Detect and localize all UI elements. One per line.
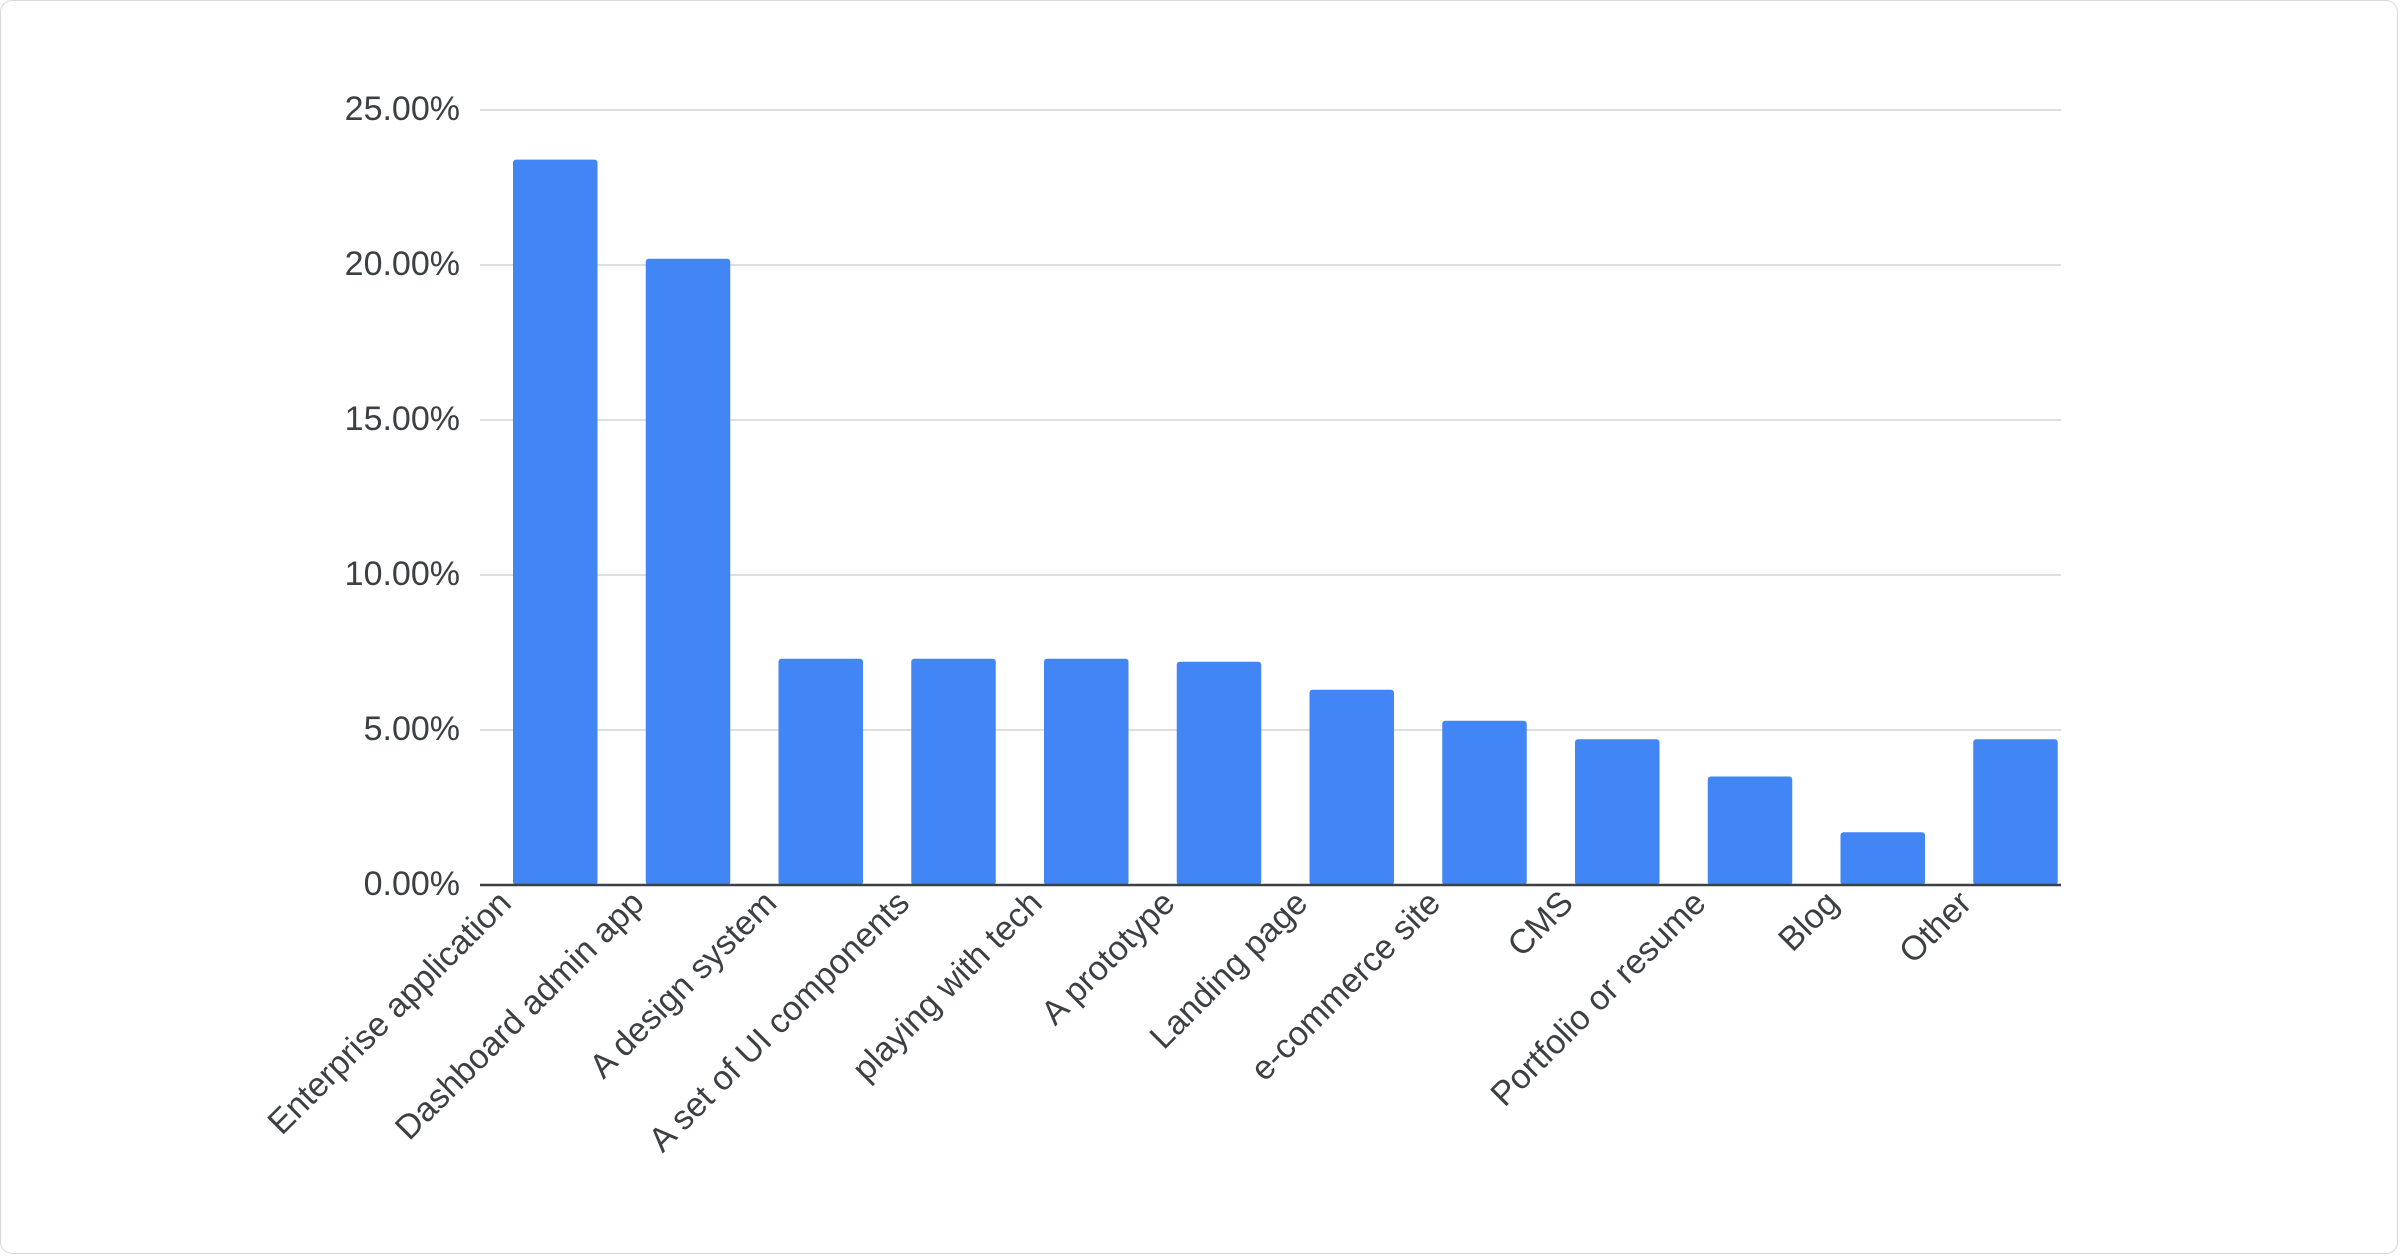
svg-text:A prototype: A prototype	[1034, 884, 1183, 1033]
svg-text:10.00%: 10.00%	[345, 555, 460, 593]
svg-text:5.00%: 5.00%	[364, 710, 460, 748]
svg-text:Enterprise application: Enterprise application	[261, 884, 519, 1142]
svg-text:0.00%: 0.00%	[364, 865, 460, 903]
svg-text:Blog: Blog	[1771, 884, 1846, 959]
svg-text:Other: Other	[1892, 884, 1979, 971]
svg-text:15.00%: 15.00%	[345, 400, 460, 438]
svg-text:25.00%: 25.00%	[345, 90, 460, 128]
svg-text:Dashboard admin app: Dashboard admin app	[388, 884, 651, 1147]
svg-text:CMS: CMS	[1500, 884, 1580, 964]
svg-text:20.00%: 20.00%	[345, 245, 460, 283]
svg-text:A set of UI components: A set of UI components	[641, 884, 916, 1159]
